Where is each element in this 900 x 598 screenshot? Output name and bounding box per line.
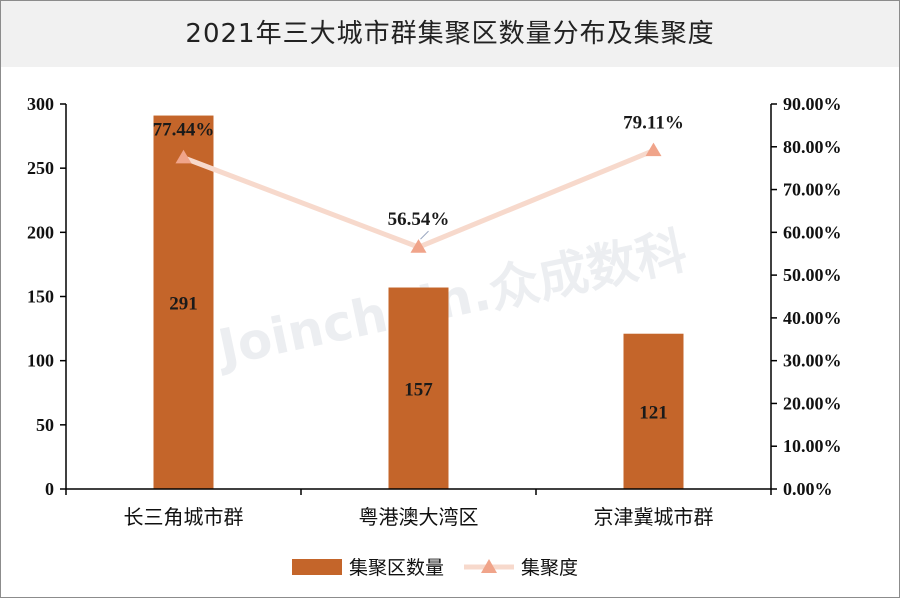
line-layer [175, 142, 662, 253]
y-right-tick-label: 40.00% [783, 308, 842, 328]
y-left-tick-label: 200 [27, 222, 54, 242]
y-right-tick-label: 10.00% [783, 436, 842, 456]
bar [153, 115, 214, 490]
legend-swatch-bar [292, 559, 342, 575]
category-label: 京津冀城市群 [594, 505, 714, 529]
chart-title: 2021年三大城市群集聚区数量分布及集聚度 [185, 19, 715, 49]
line-value-label: 56.54% [388, 209, 450, 230]
axes-layer: 0 50 100 150 200 250 300 0.00% 10.00% 20.00% 30.00… [27, 94, 842, 529]
y-right-tick-label: 60.00% [783, 222, 842, 242]
line-marker [175, 149, 192, 164]
line-value-label: 79.11% [623, 113, 684, 134]
title-bar: 2021年三大城市群集聚区数量分布及集聚度 [1, 1, 899, 67]
y-right-tick-label: 80.00% [783, 137, 842, 157]
category-label: 粤港澳大湾区 [359, 505, 479, 529]
line-marker [645, 142, 662, 157]
bar-value-label: 291 [169, 293, 198, 314]
y-right-tick-label: 90.00% [783, 94, 842, 114]
y-right-tick-label: 20.00% [783, 393, 842, 413]
bar [623, 333, 684, 489]
bar-value-label: 157 [404, 379, 433, 400]
labels-layer: 291 157 121 77.44% 56.54% 79.11% [153, 113, 684, 424]
bar [388, 287, 449, 489]
line-marker [410, 239, 427, 253]
series-line [182, 148, 655, 250]
y-right-tick-label: 0.00% [783, 479, 833, 499]
legend-label-bar: 集聚区数量 [349, 557, 444, 579]
category-label: 长三角城市群 [124, 505, 244, 529]
y-left-tick-label: 50 [36, 415, 54, 435]
y-right-tick-label: 70.00% [783, 180, 842, 200]
legend: 集聚区数量 集聚度 [292, 557, 578, 579]
y-left-tick-label: 0 [45, 479, 54, 499]
y-left-tick-label: 300 [27, 94, 54, 114]
y-right-tick-label: 50.00% [783, 265, 842, 285]
label-leader-line [420, 230, 429, 240]
bar-value-label: 121 [639, 402, 668, 423]
bars-layer [153, 115, 684, 490]
y-right-tick-label: 30.00% [783, 351, 842, 371]
watermark: Joinchain.众成数科 [211, 221, 692, 377]
line-value-label: 77.44% [153, 120, 215, 141]
y-left-tick-label: 250 [27, 158, 54, 178]
legend-marker-icon [481, 559, 497, 573]
y-left-tick-label: 150 [27, 287, 54, 307]
y-left-tick-label: 100 [27, 351, 54, 371]
legend-label-line: 集聚度 [521, 557, 578, 579]
